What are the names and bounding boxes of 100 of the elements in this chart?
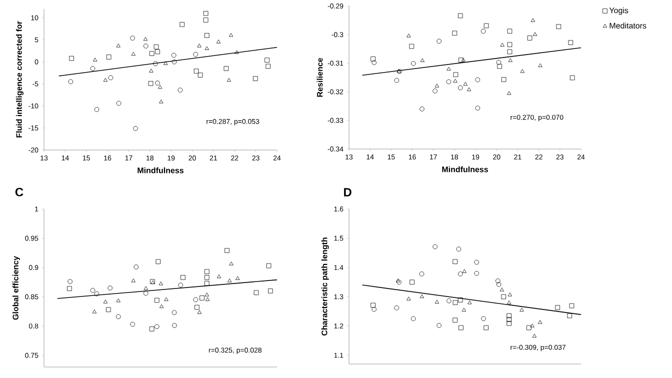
point: [406, 34, 411, 38]
point: [163, 61, 168, 65]
point: [446, 298, 452, 304]
point: [466, 87, 472, 92]
point: [154, 298, 160, 303]
point: [452, 259, 458, 264]
point: [568, 40, 574, 46]
point: [484, 325, 488, 330]
point: [432, 88, 438, 94]
point: [69, 56, 74, 61]
point: [94, 107, 100, 112]
point: [458, 13, 463, 18]
point: [172, 323, 177, 328]
point: [203, 18, 208, 22]
point: [149, 326, 154, 332]
point: [370, 302, 376, 308]
point: [508, 292, 512, 296]
point: [410, 316, 416, 322]
point: [468, 300, 472, 304]
point: [480, 28, 486, 34]
point: [530, 324, 534, 328]
point: [92, 58, 98, 62]
point: [252, 76, 258, 82]
point: [446, 79, 452, 84]
point: [452, 318, 458, 323]
point: [432, 244, 438, 250]
chart-title: D: [344, 188, 352, 196]
point: [227, 278, 232, 282]
point: [149, 68, 154, 72]
point: [506, 317, 512, 322]
point: [538, 320, 542, 324]
legend-label: Meditators: [610, 22, 646, 29]
point: [264, 58, 270, 63]
point: [92, 310, 97, 314]
y-axis-title: Global efficiency: [12, 256, 20, 320]
point: [406, 296, 411, 300]
point: [178, 88, 183, 92]
point: [506, 320, 512, 326]
point: [172, 310, 177, 315]
point: [570, 75, 575, 80]
point: [501, 77, 506, 82]
point: [530, 18, 536, 22]
point: [197, 310, 202, 314]
point: [106, 307, 111, 312]
point: [204, 46, 209, 50]
point: [496, 278, 500, 284]
point: [198, 72, 203, 78]
point: [68, 279, 72, 284]
point: [569, 303, 574, 308]
point: [481, 316, 486, 322]
point: [506, 91, 512, 95]
point: [475, 77, 480, 82]
point: [462, 308, 466, 312]
point: [180, 22, 185, 27]
point: [224, 248, 230, 253]
point: [496, 60, 502, 65]
point: [266, 64, 271, 69]
point: [452, 300, 458, 305]
point: [159, 100, 164, 104]
point: [538, 63, 542, 68]
point: [463, 82, 468, 86]
point: [453, 72, 458, 78]
point: [436, 323, 442, 328]
point: [556, 24, 562, 29]
point: [155, 80, 160, 86]
point: [458, 58, 464, 62]
point: [216, 274, 222, 278]
point: [116, 100, 122, 106]
point: [462, 269, 466, 273]
point: [372, 306, 376, 312]
x-axis-title: Mindfulness: [442, 166, 488, 172]
point: [108, 75, 114, 80]
point: [507, 42, 512, 48]
chart-title: C: [15, 188, 24, 196]
point: [420, 58, 425, 62]
point: [394, 78, 400, 83]
point: [216, 40, 221, 44]
point: [204, 33, 210, 38]
point: [500, 42, 504, 46]
point: [153, 61, 158, 66]
point: [458, 325, 464, 330]
point: [507, 49, 512, 54]
point: [204, 269, 210, 274]
point: [434, 84, 440, 88]
point: [420, 294, 424, 298]
point: [410, 61, 416, 66]
point: [193, 52, 198, 57]
point: [90, 288, 96, 293]
point: [159, 304, 164, 308]
point: [458, 272, 463, 276]
point: [506, 300, 512, 304]
point: [106, 54, 112, 60]
point: [474, 270, 480, 276]
point: [154, 44, 159, 50]
point: [108, 286, 112, 290]
point: [461, 58, 466, 62]
point: [194, 304, 200, 310]
point: [497, 64, 502, 69]
point: [148, 81, 154, 86]
point: [458, 298, 463, 302]
